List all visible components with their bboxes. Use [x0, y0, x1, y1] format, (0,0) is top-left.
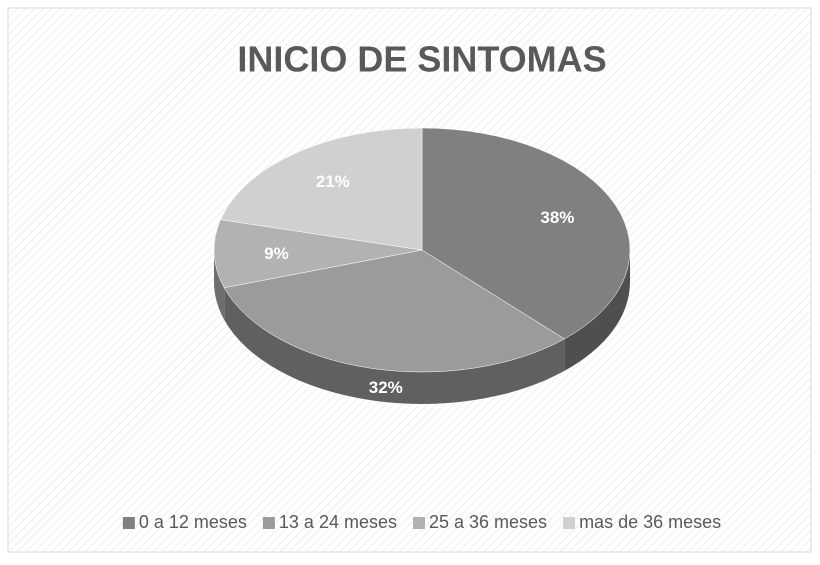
slice	[213, 219, 423, 288]
data-label: 9%	[264, 244, 289, 263]
legend-label: 25 a 36 meses	[429, 512, 547, 532]
pie: 38% 32% 9% 21%	[213, 127, 631, 405]
legend-swatch	[262, 517, 275, 529]
legend-label: 0 a 12 meses	[139, 512, 247, 532]
slice	[223, 249, 565, 373]
slice-side	[564, 250, 630, 371]
slice	[220, 127, 423, 251]
chart-title: INICIO DE SINTOMAS	[237, 39, 606, 80]
legend: 0 a 12 meses 13 a 24 meses 25 a 36 meses ma…	[122, 512, 721, 532]
data-label: 32%	[369, 378, 403, 397]
legend-label: mas de 36 meses	[579, 512, 721, 532]
data-label: 21%	[316, 172, 350, 191]
data-label: 38%	[540, 208, 574, 227]
slice-side	[224, 287, 565, 405]
slice-side	[214, 250, 225, 320]
legend-label: 13 a 24 meses	[279, 512, 397, 532]
slice	[421, 127, 631, 340]
legend-swatch	[412, 517, 425, 529]
legend-swatch	[563, 517, 576, 529]
legend-swatch	[122, 517, 135, 529]
